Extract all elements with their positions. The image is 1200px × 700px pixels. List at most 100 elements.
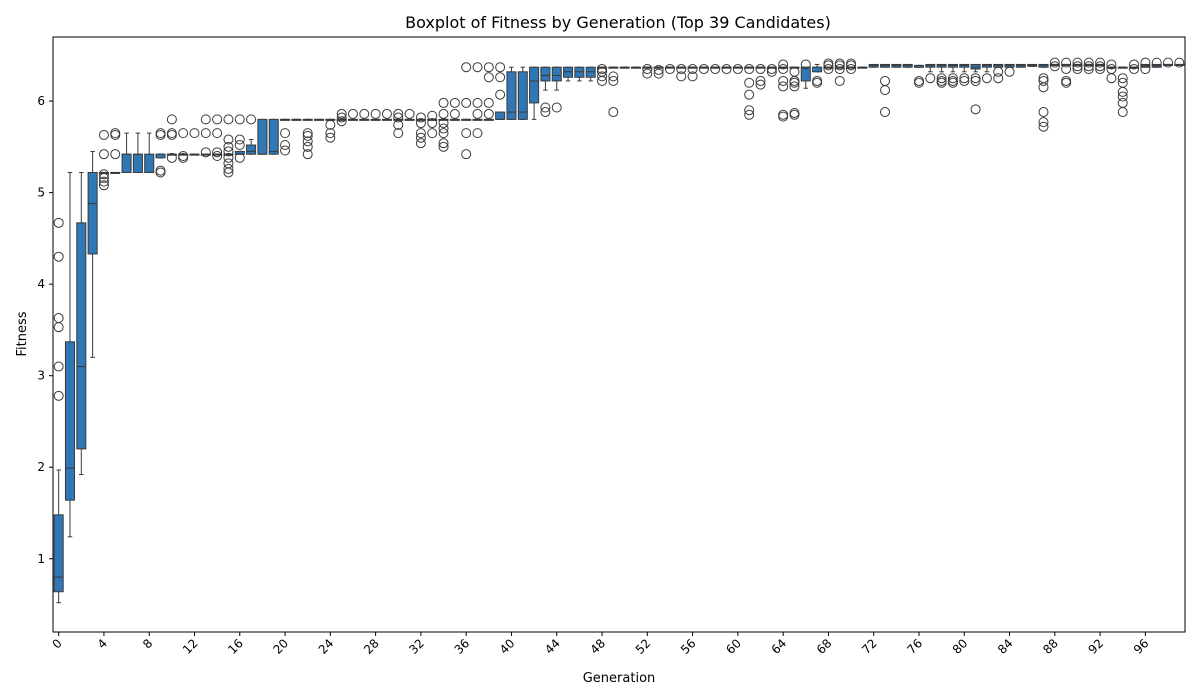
outlier-point — [200, 128, 211, 139]
box-gen-75 — [902, 63, 913, 68]
outlier-point — [325, 128, 336, 139]
outlier-point — [449, 97, 460, 108]
outlier-point — [834, 58, 845, 69]
outlier-point — [936, 73, 947, 84]
outlier-point — [461, 128, 472, 139]
outlier-point — [495, 62, 506, 73]
box-gen-51 — [630, 66, 642, 69]
outlier-point — [755, 75, 766, 86]
outlier-point — [744, 89, 755, 100]
x-axis-label: Generation — [583, 671, 656, 686]
box-gen-99 — [1174, 63, 1185, 66]
box-gen-77 — [925, 63, 936, 73]
box-gen-79 — [947, 63, 958, 73]
iqr-box — [551, 66, 562, 82]
outlier-point — [1038, 107, 1049, 118]
box-gen-9 — [155, 153, 166, 159]
outlier-point — [1140, 64, 1151, 75]
outlier-point — [766, 66, 777, 77]
iqr-box — [53, 514, 64, 593]
outlier-point — [223, 134, 234, 145]
box-gen-28 — [370, 118, 381, 121]
outlier-point — [913, 75, 924, 86]
outlier-point — [461, 62, 472, 73]
box-gen-23 — [313, 118, 325, 121]
outlier-point — [234, 134, 245, 145]
box-gen-81 — [970, 63, 981, 73]
outlier-point — [778, 59, 789, 70]
iqr-box — [87, 171, 98, 255]
box-gen-18 — [257, 118, 268, 155]
outlier-point — [404, 108, 415, 119]
outlier-point — [778, 64, 789, 75]
outlier-point — [280, 140, 291, 151]
y-axis: 1 2 3 4 5 6 — [37, 94, 53, 566]
box-gen-86 — [1027, 63, 1038, 67]
box-gen-50 — [619, 66, 630, 69]
iqr-box — [76, 222, 87, 450]
box-gen-41 — [517, 66, 528, 120]
outlier-point — [766, 64, 777, 75]
box-gen-56 — [687, 66, 698, 69]
box-gen-53 — [653, 66, 664, 69]
outlier-point — [53, 217, 64, 228]
outlier-point — [98, 172, 109, 183]
outlier-point — [608, 107, 619, 118]
outlier-point — [234, 140, 245, 151]
outlier-point — [551, 102, 562, 113]
outlier-point — [1106, 59, 1117, 70]
box-gen-43 — [540, 66, 551, 91]
outlier-point — [166, 128, 177, 139]
y-tick-label: 2 — [37, 460, 45, 474]
outlier-point — [925, 73, 936, 84]
outlier-point — [1083, 64, 1094, 75]
outlier-point — [755, 79, 766, 90]
outlier-point — [540, 107, 551, 118]
box-gen-78 — [936, 63, 947, 73]
outlier-point — [1004, 66, 1015, 77]
box-gen-55 — [676, 66, 687, 69]
outlier-point — [755, 64, 766, 75]
outlier-point — [472, 62, 483, 73]
outlier-point — [302, 128, 313, 139]
outlier-point — [110, 128, 121, 139]
outlier-point — [393, 112, 404, 123]
outlier-point — [800, 59, 811, 70]
outlier-point — [698, 64, 709, 75]
outlier-point — [732, 64, 743, 75]
outlier-point — [1106, 64, 1117, 75]
outlier-point — [472, 97, 483, 108]
outlier-point — [98, 129, 109, 140]
plot-frame — [52, 36, 1186, 633]
outlier-point — [653, 68, 664, 79]
outlier-point — [1163, 57, 1174, 68]
outlier-point — [427, 110, 438, 121]
outlier-point — [302, 141, 313, 152]
box-gen-54 — [664, 66, 675, 69]
outlier-point — [449, 108, 460, 119]
outlier-point — [823, 58, 834, 69]
outlier-point — [393, 108, 404, 119]
outlier-point — [608, 75, 619, 86]
box-gen-42 — [529, 66, 540, 120]
iqr-box — [529, 66, 540, 104]
outlier-point — [336, 116, 347, 127]
outlier-point — [1129, 59, 1140, 70]
outlier-point — [223, 141, 234, 152]
outlier-point — [880, 75, 891, 86]
box-gen-58 — [710, 66, 721, 69]
outlier-point — [166, 152, 177, 163]
outlier-point — [415, 138, 426, 149]
outlier-point — [200, 147, 211, 158]
outlier-point — [778, 81, 789, 92]
outlier-point — [744, 64, 755, 75]
outlier-point — [1151, 57, 1162, 68]
box-gen-62 — [755, 66, 766, 69]
outlier-point — [98, 149, 109, 160]
outlier-point — [1072, 61, 1083, 72]
outlier-point — [789, 107, 800, 118]
outlier-point — [1038, 75, 1049, 86]
box-gen-7 — [132, 132, 143, 173]
outlier-point — [438, 138, 449, 149]
